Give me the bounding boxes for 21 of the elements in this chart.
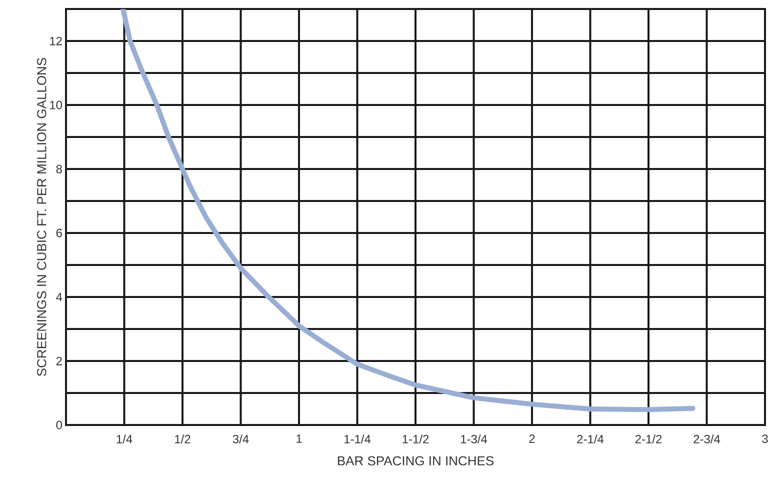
y-tick-label: 4: [56, 292, 62, 302]
x-tick-label: 1: [296, 434, 302, 443]
y-axis-title: SCREENINGS IN CUBIC FT. PER MILLION GALLONS: [37, 58, 46, 376]
y-tick-label: 6: [56, 228, 62, 238]
x-tick-label: 1-3/4: [460, 434, 488, 444]
y-tick-label: 12: [50, 36, 62, 46]
y-tick-label: 8: [56, 164, 62, 174]
x-tick-label: 3/4: [232, 434, 249, 444]
x-tick-label: 2: [529, 434, 535, 443]
x-tick-label: 3: [762, 434, 768, 444]
x-tick-label: 1/2: [175, 434, 190, 444]
x-tick-label: 1-1/4: [344, 434, 371, 444]
y-tick-label: 10: [50, 100, 62, 110]
y-tick-label: 2: [56, 356, 62, 366]
x-tick-label: 1-1/2: [402, 434, 429, 444]
x-tick-label: 1/4: [116, 434, 132, 444]
x-tick-label: 2-1/4: [577, 434, 604, 444]
x-tick-label: 2-3/4: [694, 434, 720, 444]
y-tick-label: 0: [56, 420, 62, 430]
x-tick-label: 2-1/2: [635, 434, 662, 444]
x-axis-title: BAR SPACING IN INCHES: [338, 456, 494, 466]
